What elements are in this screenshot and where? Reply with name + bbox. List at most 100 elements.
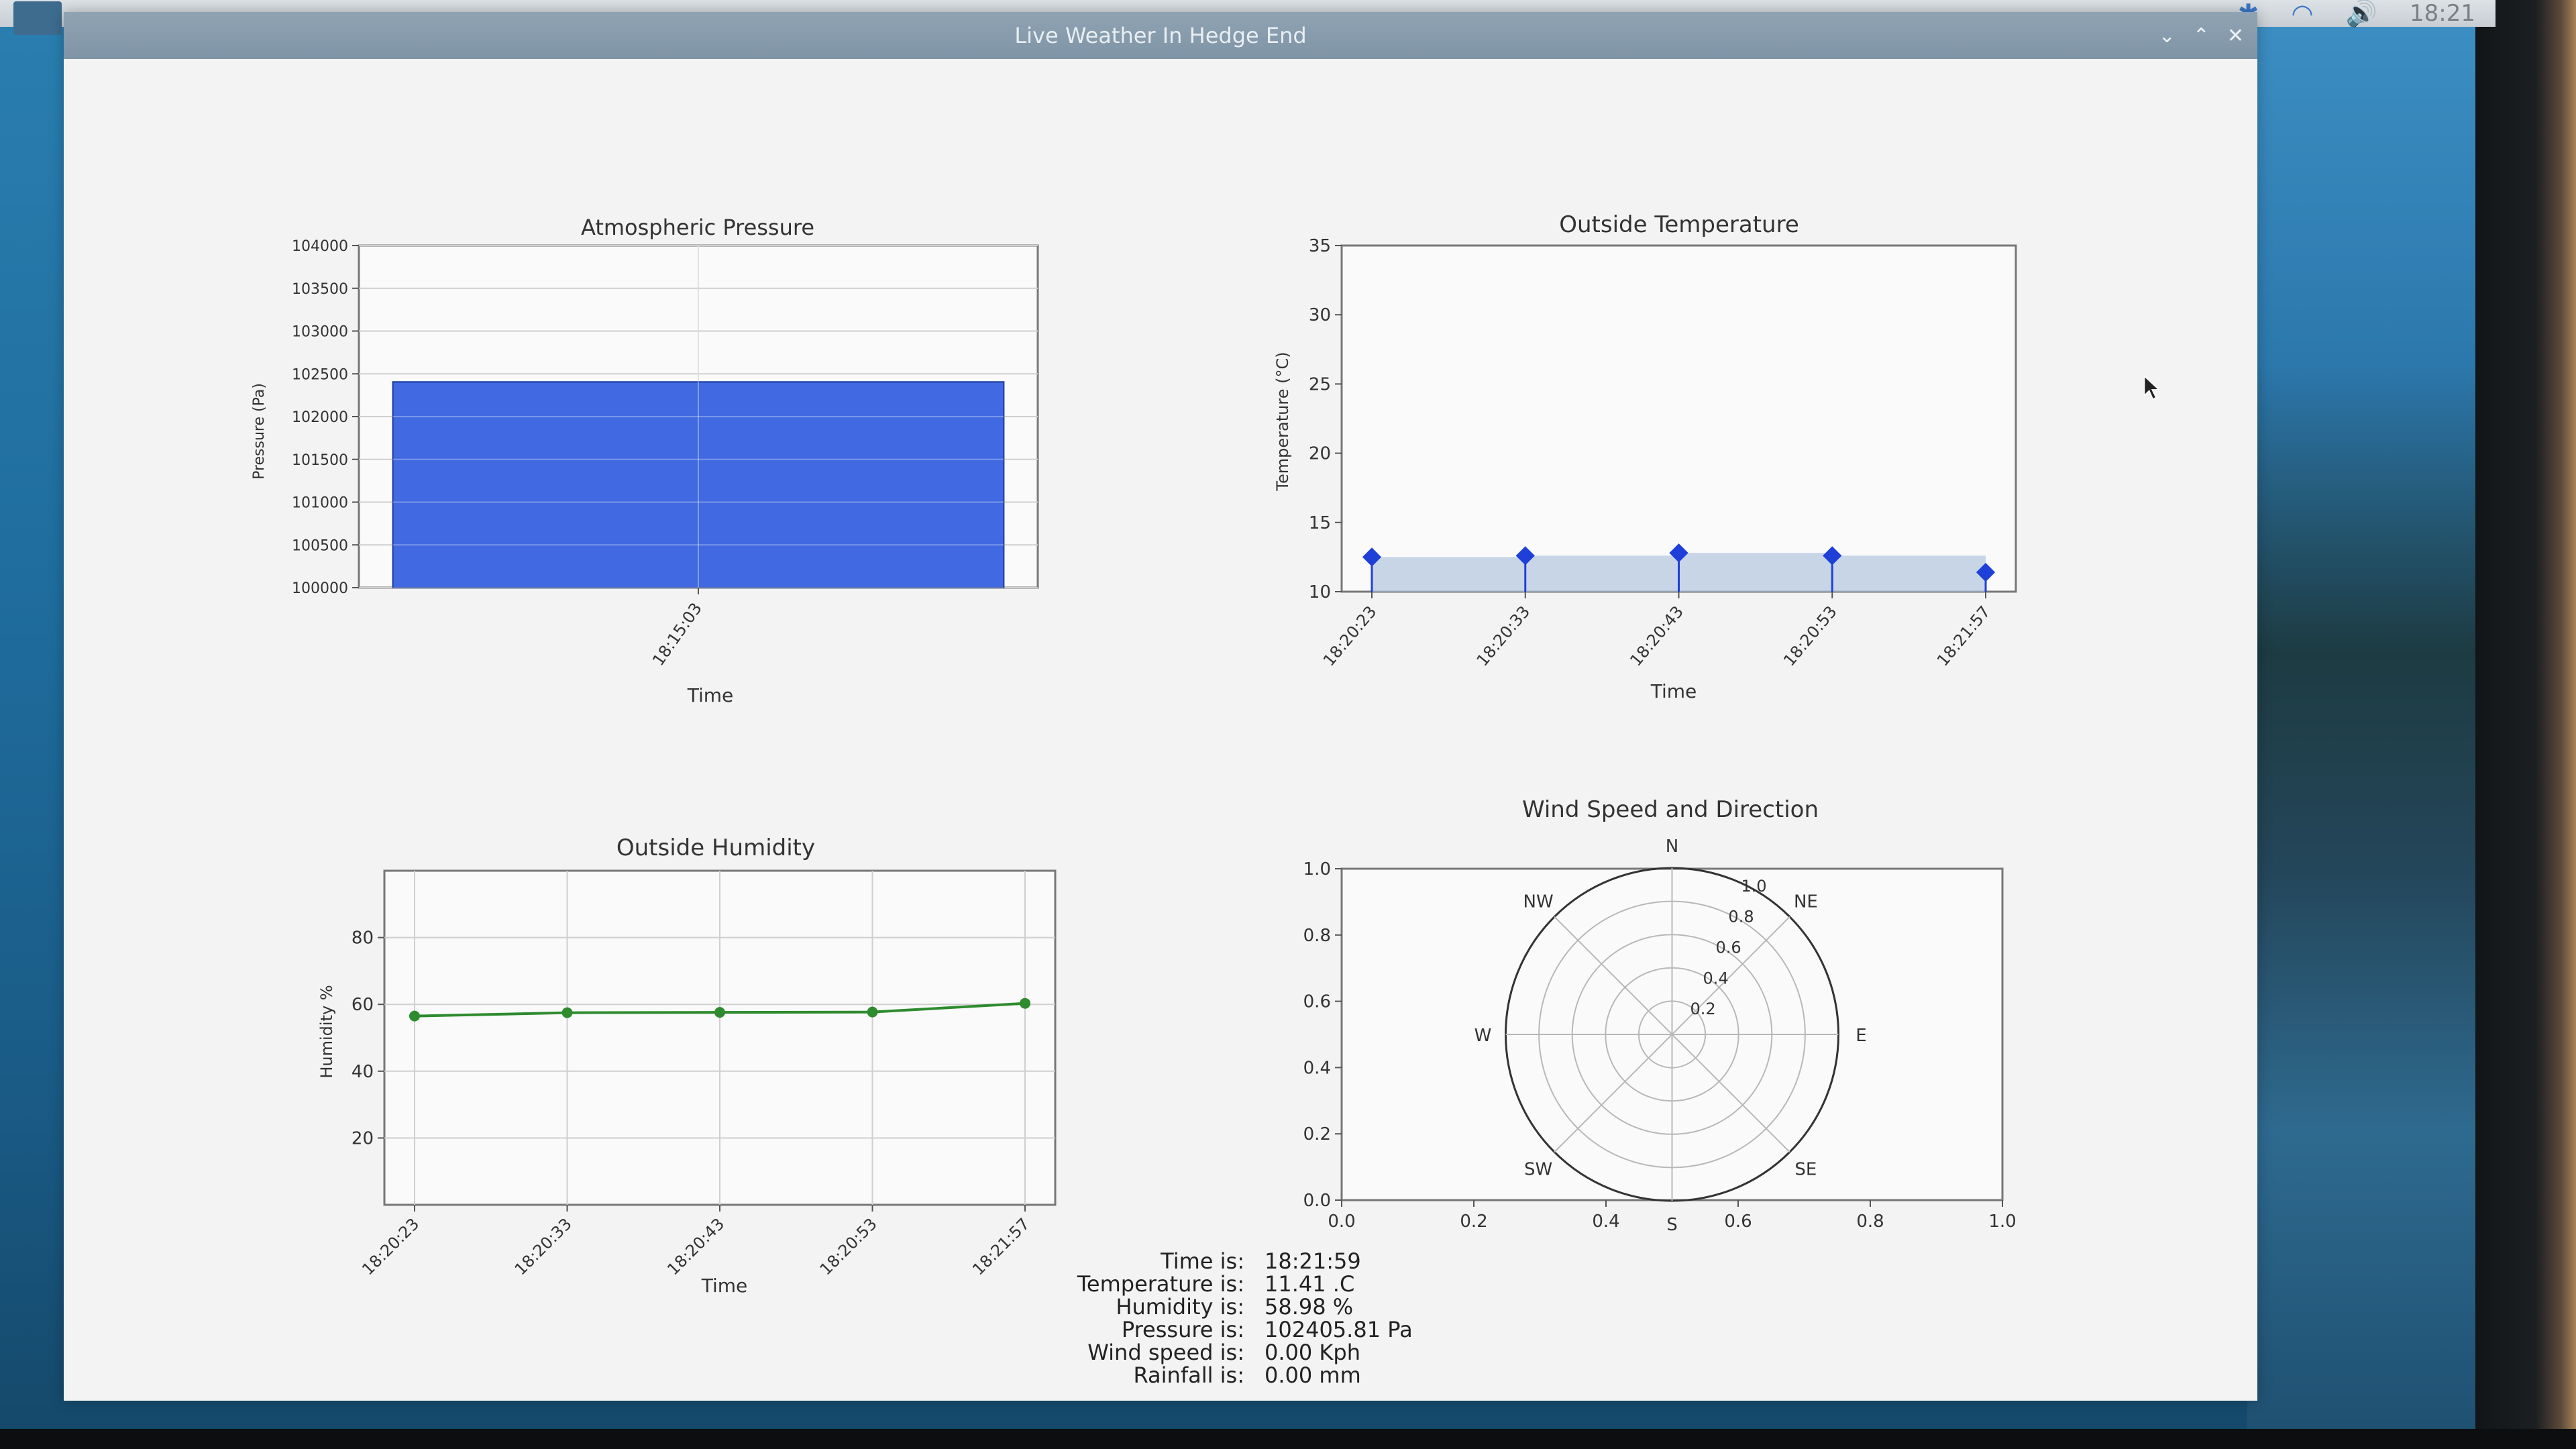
plot-area [1340,244,2017,593]
y-tick-label: 0.4 [1303,1058,1331,1078]
x-tick-label: 18:20:43 [663,1214,728,1279]
polar-spoke [1671,916,1790,1035]
title-bar[interactable]: Live Weather In Hedge End ⌄ ⌃ ✕ [64,12,2257,59]
window-title: Live Weather In Hedge End [1014,23,1307,48]
readout-label: Pressure is: [1121,1317,1244,1342]
y-tick-label: 60 [352,995,374,1015]
y-tick-label: 103000 [292,324,348,341]
humidity-chart: Outside Humidity Time Humidity % 20 40 60 8… [317,835,1057,1297]
readout-row: Pressure is: 102405.81 Pa [1003,1318,1472,1341]
readout-label: Rainfall is: [1133,1362,1244,1388]
volume-icon[interactable]: 🔊 [2345,0,2378,28]
y-tick-label: 0.2 [1303,1124,1331,1144]
chart-title: Outside Humidity [616,835,815,861]
y-axis-label: Humidity % [317,985,336,1078]
humidity-marker [714,1007,725,1018]
x-tick-label: 0.2 [1460,1212,1487,1232]
monitor-bezel-bottom [0,1429,2576,1449]
y-tick-label: 0.6 [1303,992,1331,1012]
compass-label: N [1666,837,1678,857]
temperature-marker [1976,562,1996,582]
close-button[interactable]: ✕ [2226,23,2244,48]
y-tick-label: 40 [352,1062,374,1082]
wind-chart: Wind Speed and Direction 0.0 0.2 0.4 0.6 0.8… [1303,796,2017,1235]
readout-value: 102405.81 Pa [1265,1317,1413,1342]
readout-value: 11.41 .C [1265,1271,1355,1297]
readout-value: 18:21:59 [1265,1248,1361,1274]
readout-label: Temperature is: [1077,1271,1244,1297]
weather-window: Live Weather In Hedge End ⌄ ⌃ ✕ Atmosphe… [64,12,2257,1401]
y-tick-label: 20 [1309,444,1331,464]
y-tick-label: 25 [1309,374,1331,394]
readout-value: 0.00 mm [1265,1362,1361,1388]
x-tick-label: 0.4 [1592,1212,1619,1232]
compass-label: NE [1794,892,1818,912]
readout-row: Wind speed is: 0.00 Kph [1003,1341,1472,1364]
x-tick-label: 18:20:53 [816,1214,881,1279]
polar-spoke [1554,916,1673,1035]
x-tick-label: 18:21:57 [1933,602,1994,670]
x-tick-label: 18:15:03 [649,599,706,669]
temperature-marker [1362,547,1382,567]
mouse-cursor [2143,375,2160,400]
readout-row: Temperature is: 11.41 .C [1003,1273,1472,1295]
radial-tick-label: 0.2 [1690,1000,1715,1018]
y-tick-label: 80 [352,928,374,949]
y-tick-label: 102500 [292,366,348,383]
minimize-button[interactable]: ⌄ [2158,23,2176,48]
y-tick-label: 100000 [292,580,348,597]
y-tick-label: 15 [1309,513,1331,533]
y-tick-label: 104000 [292,238,348,255]
humidity-marker [867,1006,878,1018]
chart-title: Outside Temperature [1559,211,1799,238]
pressure-bar [392,381,1005,588]
app-menu-button[interactable] [13,1,62,35]
readout-row: Humidity is: 58.98 % [1003,1295,1472,1318]
polar-spoke [1671,1034,1790,1153]
clock[interactable]: 18:21 [2410,0,2475,27]
compass-label: W [1474,1026,1492,1046]
temperature-marker [1823,546,1842,566]
x-tick-label: 0.8 [1856,1212,1884,1232]
compass-label: E [1856,1026,1866,1046]
readout-label: Time is: [1161,1248,1244,1274]
compass-label: NW [1523,892,1554,912]
x-tick-label: 18:20:43 [1626,602,1687,670]
y-tick-label: 101000 [292,495,348,512]
y-tick-label: 101500 [292,452,348,469]
monitor-bezel [2475,0,2576,1449]
x-axis-label: Time [687,684,734,706]
window-content: Atmospheric Pressure Time Pressure (Pa) … [64,59,2257,1401]
wifi-icon[interactable]: ◠ [2291,0,2314,28]
y-tick-label: 102000 [292,409,348,426]
readout-label: Wind speed is: [1087,1340,1244,1365]
y-tick-label: 0.0 [1303,1191,1331,1211]
y-tick-label: 20 [352,1128,374,1148]
y-axis-label: Temperature (°C) [1273,352,1292,491]
compass-label: S [1666,1215,1678,1235]
x-axis-label: Time [701,1275,748,1297]
x-tick-label: 18:20:53 [1780,602,1841,670]
y-tick-label: 30 [1309,305,1331,325]
radial-tick-label: 0.8 [1728,908,1754,926]
weather-readout: Time is: 18:21:59 Temperature is: 11.41 .C H… [1003,1250,1472,1387]
y-tick-label: 100500 [292,537,348,554]
y-tick-label: 35 [1309,236,1331,256]
x-axis-label: Time [1650,680,1697,702]
humidity-marker [409,1010,420,1022]
window-controls: ⌄ ⌃ ✕ [2159,12,2244,59]
system-tray: ✱ ◠ 🔊 18:21 [2238,0,2496,28]
radial-tick-label: 0.6 [1715,938,1741,957]
humidity-marker [561,1007,573,1018]
y-tick-label: 103500 [292,281,348,298]
compass-label: SE [1794,1159,1817,1179]
charts-canvas: Atmospheric Pressure Time Pressure (Pa) … [251,211,2017,1297]
y-tick-label: 1.0 [1303,859,1331,879]
maximize-button[interactable]: ⌃ [2192,23,2210,48]
radial-tick-label: 0.4 [1703,969,1728,987]
temperature-marker [1515,546,1535,566]
x-tick-label: 18:20:23 [1320,602,1381,670]
x-tick-label: 18:20:23 [358,1214,423,1279]
readout-value: 0.00 Kph [1265,1340,1360,1365]
readout-value: 58.98 % [1265,1294,1354,1320]
